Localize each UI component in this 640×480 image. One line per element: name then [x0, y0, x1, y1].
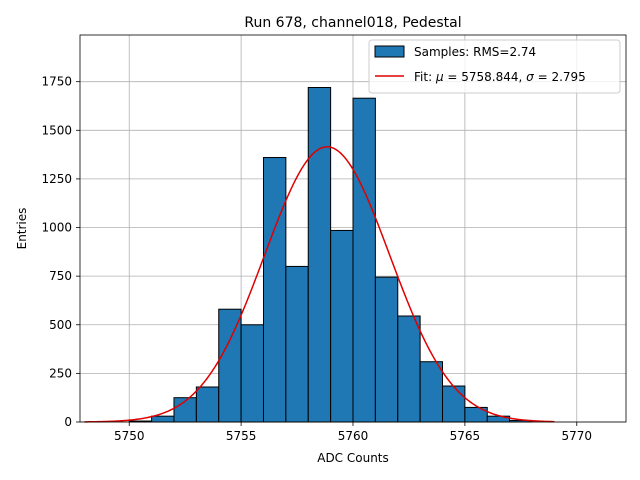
histogram-bar: [285, 265, 309, 423]
legend-label-samples: Samples: RMS=2.74: [414, 45, 536, 59]
y-tick-label: 1750: [41, 75, 72, 89]
histogram-bar: [330, 229, 354, 423]
legend-patch-samples: [374, 45, 405, 58]
x-tick-label: 5770: [561, 429, 592, 443]
histogram-bar: [442, 385, 466, 423]
legend-mu-symbol: μ: [435, 70, 444, 84]
histogram-bar: [352, 97, 376, 423]
legend-label-fit: Fit: μ = 5758.844, σ = 2.795: [414, 70, 586, 84]
y-tick-label: 1250: [41, 172, 72, 186]
y-tick-label: 1500: [41, 123, 72, 137]
legend-box: [368, 39, 621, 94]
y-tick-label: 500: [49, 318, 72, 332]
histogram-bar: [374, 276, 399, 423]
axis-ticks: 5750 5755 5760 5765 5770 0 250 500 750 1000 1250 15…: [41, 75, 592, 443]
histogram-bar: [307, 87, 332, 423]
legend-sigma-value: = 2.795: [534, 70, 586, 84]
histogram-bar: [240, 324, 264, 423]
histogram-bar: [262, 157, 287, 423]
x-axis-label: ADC Counts: [317, 451, 389, 465]
x-tick-label: 5765: [450, 429, 481, 443]
y-tick-label: 250: [49, 366, 72, 380]
legend: Samples: RMS=2.74 Fit: μ = 5758.844, σ =…: [368, 39, 621, 94]
histogram-bar: [151, 415, 175, 423]
y-tick-label: 0: [64, 415, 72, 429]
histogram-bar: [419, 361, 444, 423]
chart-title: Run 678, channel018, Pedestal: [244, 15, 461, 31]
y-axis-label: Entries: [15, 208, 29, 250]
x-tick-label: 5755: [226, 429, 257, 443]
histogram-bar: [397, 315, 421, 423]
x-tick-label: 5760: [338, 429, 369, 443]
legend-mu-value: = 5758.844,: [444, 70, 527, 84]
y-tick-label: 1000: [41, 221, 72, 235]
y-tick-label: 750: [49, 269, 72, 283]
fit-curve: [84, 146, 555, 423]
legend-fit-prefix: Fit:: [414, 70, 436, 84]
legend-sigma-symbol: σ: [526, 70, 534, 84]
histogram-bar: [195, 386, 220, 423]
histogram-bar: [218, 308, 242, 423]
x-tick-label: 5750: [114, 429, 145, 443]
